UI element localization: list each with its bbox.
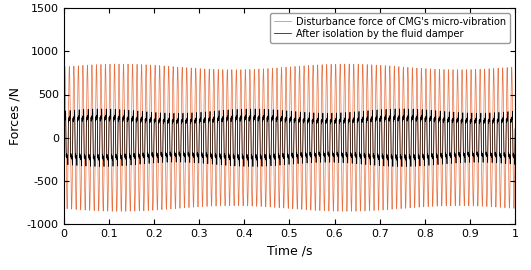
After isolation by the fluid damper xyxy=(281,159,288,162)
After isolation by the fluid damper xyxy=(512,127,518,130)
Disturbance force of CMG's micro-vibration xyxy=(149,187,156,190)
After isolation by the fluid damper xyxy=(149,151,156,154)
Disturbance force of CMG's micro-vibration xyxy=(116,62,122,66)
Line: Disturbance force of CMG's micro-vibration: Disturbance force of CMG's micro-vibrati… xyxy=(64,64,515,211)
Disturbance force of CMG's micro-vibration xyxy=(512,136,518,139)
After isolation by the fluid damper xyxy=(401,107,407,110)
Legend: Disturbance force of CMG's micro-vibration, After isolation by the fluid damper: Disturbance force of CMG's micro-vibrati… xyxy=(270,13,510,43)
After isolation by the fluid damper xyxy=(61,127,67,130)
After isolation by the fluid damper xyxy=(88,139,94,142)
Disturbance force of CMG's micro-vibration xyxy=(281,176,288,179)
After isolation by the fluid damper xyxy=(79,116,85,119)
After isolation by the fluid damper xyxy=(488,152,494,155)
Line: After isolation by the fluid damper: After isolation by the fluid damper xyxy=(64,109,515,167)
Disturbance force of CMG's micro-vibration xyxy=(488,204,494,207)
After isolation by the fluid damper xyxy=(63,116,69,120)
Disturbance force of CMG's micro-vibration xyxy=(63,114,69,117)
After isolation by the fluid damper xyxy=(399,165,405,168)
Disturbance force of CMG's micro-vibration xyxy=(61,136,67,139)
X-axis label: Time /s: Time /s xyxy=(267,245,312,258)
Y-axis label: Forces /N: Forces /N xyxy=(8,87,21,145)
Disturbance force of CMG's micro-vibration xyxy=(79,80,85,83)
Disturbance force of CMG's micro-vibration xyxy=(88,145,94,148)
Disturbance force of CMG's micro-vibration xyxy=(118,210,124,213)
